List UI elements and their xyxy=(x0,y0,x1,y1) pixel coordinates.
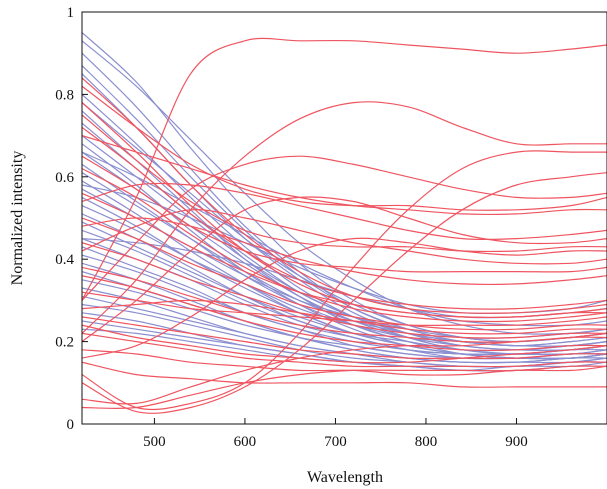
y-tick-label: 1 xyxy=(67,5,75,21)
series-line-red-45 xyxy=(82,237,607,359)
series-line-red-51 xyxy=(82,168,607,323)
y-axis: 0 0.2 0.4 0.6 0.8 1 xyxy=(55,5,88,433)
series-line-red-39 xyxy=(82,172,607,414)
x-tick-label: 900 xyxy=(505,434,528,450)
series-line-red-65 xyxy=(82,182,607,240)
y-tick-label: 0.4 xyxy=(55,252,74,268)
series-line-red-50 xyxy=(82,126,607,310)
series-line-red-42 xyxy=(82,135,607,216)
series-line-blue-3 xyxy=(82,65,607,347)
series-line-red-37 xyxy=(82,101,607,334)
series-line-red-59 xyxy=(82,332,607,368)
series-line-red-46 xyxy=(82,209,607,265)
y-tick-label: 0.6 xyxy=(55,170,74,186)
y-axis-title: Normalized intensity xyxy=(9,151,26,286)
series-line-red-43 xyxy=(82,196,607,343)
series-line-red-66 xyxy=(82,275,607,351)
series-line-red-53 xyxy=(82,217,607,331)
series-line-red-67 xyxy=(82,324,607,364)
series-line-red-57 xyxy=(82,299,607,335)
y-tick-label: 0.2 xyxy=(55,335,74,351)
series-line-blue-1 xyxy=(82,40,607,335)
x-axis: 500 600 700 800 900 xyxy=(143,418,528,450)
series-line-red-48 xyxy=(82,77,607,314)
plot-frame xyxy=(81,11,607,425)
series-line-red-64 xyxy=(82,217,607,286)
x-tick-label: 700 xyxy=(324,434,347,450)
x-tick-label: 600 xyxy=(234,434,257,450)
series-line-red-62 xyxy=(82,365,607,410)
x-axis-title: Wavelength xyxy=(307,469,383,486)
y-tick-label: 0 xyxy=(67,417,75,433)
y-tick-label: 0.8 xyxy=(55,87,74,103)
series-line-red-52 xyxy=(82,192,607,319)
series-line-red-36 xyxy=(82,37,607,301)
series-line-red-63 xyxy=(82,361,607,388)
x-tick-label: 800 xyxy=(415,434,438,450)
series-line-red-58 xyxy=(82,316,607,360)
series-line-red-41 xyxy=(82,85,607,211)
series-lines xyxy=(82,32,607,414)
series-line-red-47 xyxy=(82,155,607,273)
series-line-red-54 xyxy=(82,242,607,339)
series-line-red-61 xyxy=(82,332,607,405)
x-tick-label: 500 xyxy=(143,434,166,450)
